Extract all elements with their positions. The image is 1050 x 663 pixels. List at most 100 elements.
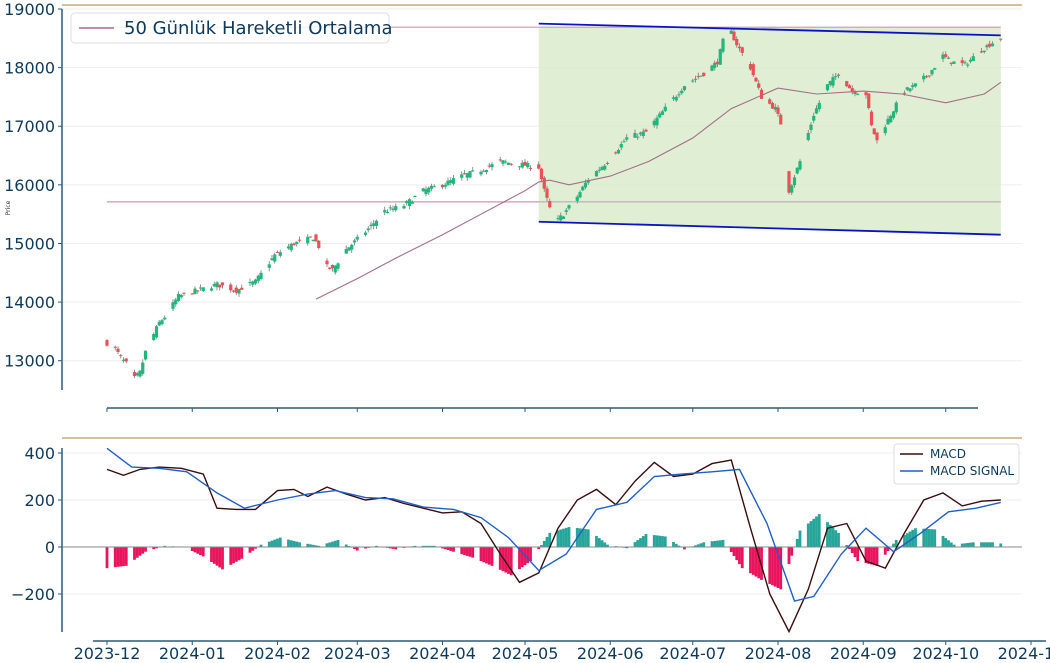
candle-body	[999, 38, 1003, 40]
candle-body	[504, 161, 508, 163]
candle-body	[523, 161, 527, 166]
histogram-bar	[677, 545, 681, 547]
histogram-bar	[883, 547, 887, 555]
candle-body	[460, 174, 464, 178]
histogram-bar	[674, 543, 678, 547]
histogram-bar	[141, 547, 145, 554]
histogram-bar	[798, 530, 802, 547]
histogram-bar	[960, 543, 964, 547]
histogram-bar	[564, 527, 568, 547]
histogram-bar	[133, 547, 136, 560]
candle-body	[443, 184, 447, 187]
candle-body	[696, 76, 700, 78]
candle-body	[795, 167, 799, 174]
candle-body	[124, 358, 128, 362]
candle-body	[198, 287, 203, 289]
histogram-bar	[116, 547, 120, 567]
histogram-bar	[988, 542, 992, 547]
candle-body	[971, 56, 975, 61]
histogram-bar	[944, 538, 948, 547]
candle-body	[429, 185, 434, 189]
candle-body	[713, 62, 717, 68]
candle-body	[864, 92, 868, 96]
candle-body	[388, 207, 392, 209]
histogram-bar	[163, 545, 167, 547]
price-panel: 13000 14000 15000 16000 17000 18000 19000 Price…	[4, 0, 1022, 412]
histogram-bar	[795, 538, 799, 547]
histogram-bar	[196, 547, 200, 554]
channel-lower-line	[538, 220, 1001, 236]
candle-body	[559, 215, 563, 221]
candle-body	[988, 43, 992, 47]
histogram-bar	[578, 528, 582, 547]
histogram-bar	[479, 547, 483, 562]
histogram-bar	[914, 528, 917, 547]
candle-body	[350, 244, 354, 250]
candle-body	[825, 84, 830, 91]
candle-body	[941, 54, 945, 59]
y-tick-label: 17000	[4, 117, 55, 136]
histogram-bar	[848, 547, 851, 550]
candle-body	[330, 265, 335, 269]
histogram-bar	[754, 547, 758, 577]
candle-body	[218, 284, 222, 288]
candle-body	[806, 132, 810, 140]
candle-body	[506, 162, 511, 165]
histogram-bar	[903, 534, 906, 547]
candle-body	[539, 168, 544, 180]
histogram-bar	[812, 518, 816, 547]
candle-body	[671, 97, 676, 99]
histogram-bar	[325, 543, 329, 547]
histogram-bar	[556, 530, 560, 547]
histogram-bar	[713, 540, 717, 547]
histogram-bar	[562, 528, 565, 547]
histogram-bar	[790, 547, 794, 556]
histogram-bar	[259, 544, 263, 547]
candle-body	[850, 88, 854, 92]
histogram-bar	[699, 543, 703, 547]
histogram-bar	[776, 547, 780, 588]
candle-body	[663, 106, 667, 111]
histogram-bar	[597, 538, 601, 547]
candle-body	[732, 31, 736, 41]
candle-body	[751, 64, 755, 76]
histogram-bar	[295, 541, 299, 547]
histogram-bar	[240, 547, 244, 559]
candle-body	[913, 83, 918, 87]
candle-body	[157, 321, 161, 326]
candle-body	[344, 249, 348, 254]
histogram-bar	[248, 547, 252, 553]
candle-body	[366, 228, 370, 231]
candle-body	[869, 111, 874, 126]
histogram-bar	[875, 547, 879, 566]
candle-body	[578, 192, 582, 198]
histogram-bar	[336, 539, 340, 547]
histogram-bar	[210, 547, 213, 562]
histogram-bar	[201, 547, 205, 557]
candle-body	[462, 173, 467, 175]
candle-body	[817, 102, 821, 110]
histogram-bar	[809, 521, 813, 547]
histogram-bar	[391, 547, 395, 549]
candle-body	[586, 179, 590, 183]
histogram-bar	[947, 540, 950, 547]
candle-body	[498, 159, 502, 161]
histogram-bar	[526, 547, 530, 564]
candle-body	[347, 247, 351, 251]
histogram-bar	[463, 547, 466, 556]
candle-body	[174, 299, 178, 305]
histogram-bar	[347, 545, 351, 547]
histogram-bar	[490, 547, 494, 566]
histogram-bar	[520, 547, 524, 568]
x-tick-label: 2024-11	[998, 644, 1050, 663]
histogram-bar	[856, 547, 860, 562]
candle-body	[872, 128, 876, 135]
candle-body	[768, 99, 772, 104]
candle-body	[132, 372, 137, 377]
candle-body	[270, 258, 274, 261]
histogram-bar	[740, 547, 744, 569]
histogram-bar	[828, 524, 832, 547]
histogram-bar	[606, 544, 609, 547]
legend-label-signal: MACD SIGNAL	[930, 464, 1014, 478]
